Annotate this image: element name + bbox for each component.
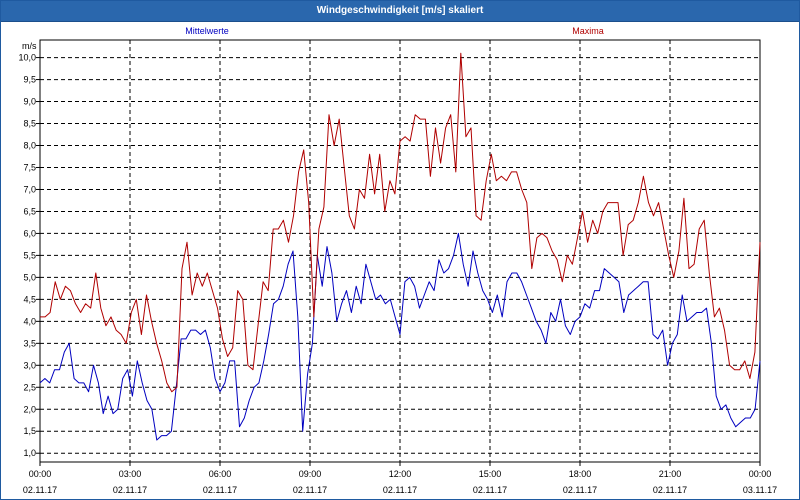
series-group [39,52,761,441]
window-title: Windgeschwindigkeit [m/s] skaliert [316,5,484,16]
x-tick-time: 12:00 [389,469,412,479]
y-tick-label: 8,0 [23,141,36,151]
x-axis-ticks: 00:00 02.11.17 03:00 02.11.17 06:00 02.11.17 0… [23,462,777,495]
y-axis-ticks: 1,0 1,5 2,0 2,5 3,0 3,5 4,0 4,5 5,0 5,5 6,0 6,5 7,0 7… [18,53,40,458]
y-axis-label: m/s [22,41,37,51]
y-tick-label: 1,0 [23,448,36,458]
x-tick-time: 03:00 [119,469,142,479]
x-tick-time: 00:00 [749,469,772,479]
y-tick-label: 5,0 [23,272,36,282]
x-tick-time: 06:00 [209,469,232,479]
y-tick-label: 1,5 [23,426,36,436]
y-tick-label: 9,5 [23,75,36,85]
y-tick-label: 4,0 [23,316,36,326]
x-tick-time: 00:00 [29,469,52,479]
x-tick-date: 02.11.17 [563,485,597,495]
y-tick-label: 2,5 [23,382,36,392]
y-tick-label: 6,5 [23,206,36,216]
y-tick-label: 6,0 [23,228,36,238]
x-tick-time: 15:00 [479,469,502,479]
x-tick-date: 02.11.17 [473,485,507,495]
y-tick-label: 3,0 [23,360,36,370]
x-tick-date: 02.11.17 [203,485,237,495]
x-tick-time: 18:00 [569,469,592,479]
x-tick-date: 02.11.17 [383,485,417,495]
title-bar: Windgeschwindigkeit [m/s] skaliert [1,1,799,22]
y-tick-label: 7,5 [23,162,36,172]
x-tick-date: 02.11.17 [113,485,147,495]
y-tick-label: 9,0 [23,97,36,107]
y-tick-label: 2,0 [23,404,36,414]
x-tick-time: 09:00 [299,469,322,479]
x-tick-date: 02.11.17 [653,485,687,495]
x-tick-date: 03.11.17 [743,485,777,495]
y-tick-label: 8,5 [23,119,36,129]
series-line-mittelwerte [39,232,761,441]
grid-lines [40,40,760,462]
y-tick-label: 7,0 [23,184,36,194]
y-tick-label: 3,5 [23,338,36,348]
y-tick-label: 10,0 [18,53,36,63]
x-tick-time: 21:00 [659,469,682,479]
legend-mittelwerte: Mittelwerte [185,26,229,36]
x-tick-date: 02.11.17 [23,485,57,495]
x-tick-date: 02.11.17 [293,485,327,495]
y-tick-label: 4,5 [23,294,36,304]
legend-maxima: Maxima [572,26,604,36]
y-tick-label: 5,5 [23,250,36,260]
series-line-maxima [40,52,761,393]
